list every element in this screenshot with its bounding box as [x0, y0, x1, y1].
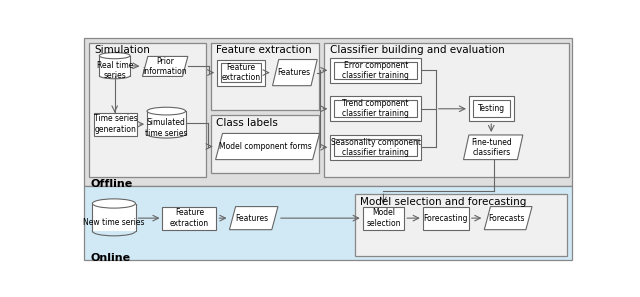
Text: Forecasts: Forecasts [488, 214, 525, 223]
Bar [211, 115, 319, 173]
Polygon shape [484, 207, 532, 230]
Polygon shape [463, 135, 523, 159]
Bar [324, 42, 569, 177]
Polygon shape [216, 133, 319, 159]
Bar [422, 207, 469, 230]
Text: Prior
information: Prior information [143, 57, 187, 76]
Text: Features: Features [276, 68, 310, 77]
Text: Fine-tuned
classifiers: Fine-tuned classifiers [472, 138, 513, 157]
Text: Time series
generation: Time series generation [93, 114, 138, 134]
Bar [84, 38, 572, 186]
Text: Classifier building and evaluation: Classifier building and evaluation [330, 45, 504, 55]
Polygon shape [143, 56, 188, 76]
Text: Seasonality component
classifier training: Seasonality component classifier trainin… [331, 138, 420, 157]
Bar [99, 56, 130, 76]
Bar [330, 58, 421, 83]
Ellipse shape [92, 199, 136, 208]
Bar [330, 97, 421, 121]
Polygon shape [230, 207, 278, 230]
Bar [88, 42, 205, 177]
Text: Model
selection: Model selection [366, 208, 401, 228]
Text: Model selection and forecasting: Model selection and forecasting [360, 197, 527, 207]
Bar [473, 100, 509, 117]
Ellipse shape [99, 53, 130, 59]
Text: Feature extraction: Feature extraction [216, 45, 312, 55]
Bar [147, 111, 186, 134]
Text: Offline: Offline [91, 179, 133, 189]
Polygon shape [273, 59, 317, 86]
Text: Model component forms: Model component forms [220, 142, 312, 151]
Text: Forecasting: Forecasting [424, 214, 468, 223]
Text: Feature
extraction: Feature extraction [170, 208, 209, 228]
Text: Real time
series: Real time series [97, 61, 133, 80]
Bar [163, 207, 216, 230]
Bar [363, 207, 404, 230]
Text: Feature
extraction: Feature extraction [221, 63, 260, 82]
Text: Class labels: Class labels [216, 119, 278, 128]
Text: Simulated
time series: Simulated time series [145, 118, 188, 138]
Bar [211, 42, 319, 110]
Bar [334, 100, 417, 117]
Ellipse shape [147, 107, 186, 115]
Bar [84, 186, 572, 260]
Bar [330, 135, 421, 159]
Text: Trend component
classifier training: Trend component classifier training [342, 99, 409, 119]
Bar [334, 139, 417, 156]
Text: Simulation: Simulation [94, 45, 150, 55]
Bar [355, 194, 568, 256]
Text: Error component
classifier training: Error component classifier training [342, 61, 409, 80]
Text: Testing: Testing [477, 104, 505, 113]
Text: Online: Online [91, 253, 131, 263]
Text: Features: Features [236, 214, 269, 223]
Bar [92, 203, 136, 231]
Bar [217, 59, 265, 86]
Bar [94, 113, 137, 136]
Bar [469, 97, 513, 121]
Text: New time series: New time series [83, 218, 145, 227]
Bar [221, 63, 261, 82]
Bar [334, 62, 417, 79]
